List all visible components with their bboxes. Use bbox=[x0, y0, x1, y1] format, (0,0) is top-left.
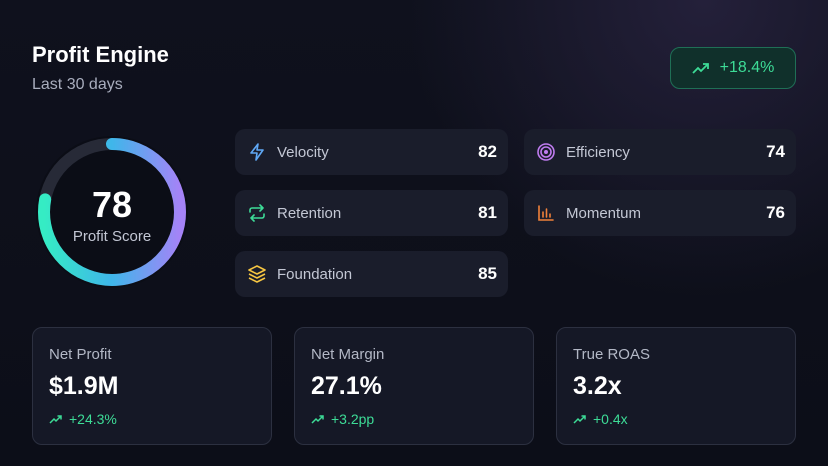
kpi-change-value: +0.4x bbox=[593, 411, 628, 427]
change-value: +18.4% bbox=[719, 59, 775, 76]
metric-value: 74 bbox=[766, 142, 785, 161]
metric-label: Velocity bbox=[277, 143, 329, 161]
change-badge: +18.4% bbox=[670, 47, 796, 89]
metric-value: 81 bbox=[478, 203, 497, 222]
metric-card: Retention 81 bbox=[235, 190, 508, 236]
kpi-change: +0.4x bbox=[573, 411, 779, 427]
kpi-label: Net Profit bbox=[49, 346, 112, 363]
velocity-icon bbox=[250, 143, 264, 161]
score: 78 bbox=[91, 184, 133, 225]
score-label: Profit Score bbox=[72, 228, 152, 245]
kpi-value: $1.9M bbox=[49, 372, 119, 400]
metric-card: Velocity 82 bbox=[235, 129, 508, 175]
metric-card: Efficiency 74 bbox=[524, 129, 796, 175]
gauge-arc bbox=[38, 138, 186, 286]
metric-value: 82 bbox=[478, 142, 497, 161]
metric-value: 76 bbox=[766, 203, 785, 222]
metric-card: Momentum 76 bbox=[524, 190, 796, 236]
retention-icon bbox=[249, 204, 265, 222]
foundation-icon bbox=[248, 265, 266, 283]
trend-icon bbox=[573, 414, 586, 424]
metric-label: Foundation bbox=[277, 265, 353, 283]
metric-label: Efficiency bbox=[566, 143, 630, 161]
metric-value: 85 bbox=[478, 264, 497, 283]
kpi-value: 27.1% bbox=[311, 372, 382, 400]
kpi-card: Net Margin 27.1% +3.2pp bbox=[294, 327, 534, 445]
kpi-label: True ROAS bbox=[573, 346, 650, 363]
kpi-change: +3.2pp bbox=[311, 411, 517, 427]
kpi-card: Net Profit $1.9M +24.3% bbox=[32, 327, 272, 445]
metric-label: Momentum bbox=[566, 204, 642, 222]
efficiency-icon bbox=[537, 143, 555, 161]
kpi-change-value: +3.2pp bbox=[331, 411, 375, 427]
kpi-change-value: +24.3% bbox=[69, 411, 117, 427]
metric-card: Foundation 85 bbox=[235, 251, 508, 297]
trend-icon bbox=[692, 63, 709, 74]
gauge-shadow bbox=[36, 136, 188, 288]
title: Profit Engine bbox=[32, 42, 169, 67]
trend-icon bbox=[311, 414, 324, 424]
kpi-label: Net Margin bbox=[311, 346, 385, 363]
gauge bbox=[36, 136, 188, 288]
trend-icon bbox=[49, 414, 62, 424]
kpi-change: +24.3% bbox=[49, 411, 255, 427]
momentum-icon bbox=[538, 205, 554, 221]
subtitle: Last 30 days bbox=[32, 76, 123, 93]
kpi-card: True ROAS 3.2x +0.4x bbox=[556, 327, 796, 445]
metric-label: Retention bbox=[277, 204, 342, 222]
kpi-value: 3.2x bbox=[573, 372, 622, 400]
